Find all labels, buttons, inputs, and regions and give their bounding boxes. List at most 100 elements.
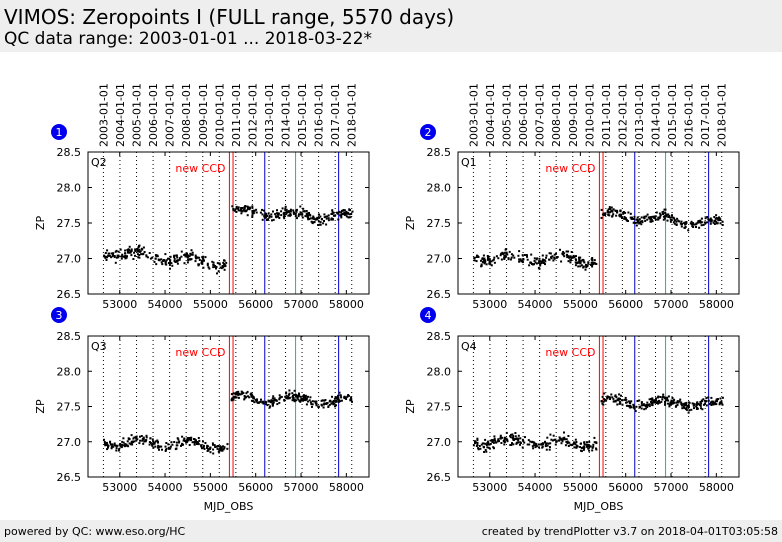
- data-point: [311, 400, 314, 403]
- data-point: [487, 446, 490, 449]
- data-point: [173, 254, 176, 257]
- data-point: [185, 254, 188, 257]
- data-point: [212, 263, 215, 266]
- data-point: [180, 250, 183, 253]
- panel-number: 1: [56, 126, 63, 139]
- data-point: [529, 261, 532, 264]
- data-point: [261, 213, 264, 216]
- data-point: [113, 442, 116, 445]
- data-point: [495, 441, 498, 444]
- data-point: [173, 257, 176, 260]
- data-point: [486, 258, 489, 261]
- data-point: [480, 263, 483, 266]
- data-point: [507, 258, 510, 261]
- data-point: [673, 219, 676, 222]
- panel-label: Q1: [461, 156, 477, 169]
- data-point: [152, 440, 155, 443]
- data-point: [699, 221, 702, 224]
- data-point: [183, 254, 186, 256]
- data-point: [293, 389, 296, 392]
- data-point: [698, 404, 701, 406]
- x-tick-label: 55000: [193, 481, 228, 494]
- data-point: [716, 217, 719, 220]
- data-point: [114, 261, 117, 264]
- data-point: [716, 400, 718, 403]
- data-point: [553, 256, 556, 259]
- data-point: [117, 254, 120, 257]
- data-point: [544, 441, 546, 444]
- data-point: [571, 256, 574, 259]
- data-point: [549, 252, 552, 255]
- new-ccd-annotation: new CCD: [175, 162, 225, 175]
- data-point: [484, 449, 487, 451]
- data-point: [700, 407, 702, 410]
- data-point: [209, 451, 212, 454]
- data-point: [119, 248, 122, 251]
- data-point: [567, 445, 570, 447]
- data-point: [505, 437, 508, 440]
- data-point: [586, 264, 589, 267]
- page-title: VIMOS: Zeropoints I (FULL range, 5570 da…: [4, 5, 455, 29]
- data-point: [651, 404, 654, 407]
- data-point: [301, 216, 304, 219]
- data-point: [271, 403, 274, 405]
- x-axis-label: MJD_OBS: [574, 500, 624, 513]
- data-point: [649, 218, 652, 221]
- data-point: [201, 257, 204, 260]
- data-point: [710, 396, 713, 399]
- data-point: [137, 256, 140, 259]
- data-point: [574, 443, 577, 446]
- data-point: [680, 220, 683, 223]
- data-point: [197, 263, 200, 266]
- data-point: [569, 255, 572, 258]
- data-point: [152, 442, 154, 445]
- data-point: [655, 397, 657, 400]
- data-point: [298, 400, 301, 402]
- data-point: [310, 403, 313, 406]
- data-point: [543, 262, 545, 264]
- data-point: [194, 256, 197, 259]
- data-point: [217, 450, 220, 453]
- data-point: [710, 404, 713, 406]
- data-point: [165, 259, 168, 262]
- data-point: [552, 259, 555, 262]
- data-point: [506, 253, 509, 256]
- data-point: [545, 254, 548, 257]
- data-point: [612, 213, 615, 216]
- data-point: [350, 213, 353, 215]
- data-point: [663, 208, 666, 211]
- data-point: [612, 400, 615, 403]
- y-tick-label: 28.0: [57, 182, 82, 195]
- y-tick-label: 26.5: [427, 288, 452, 301]
- data-point: [475, 260, 478, 263]
- y-tick-label: 28.5: [57, 330, 82, 343]
- data-point: [695, 226, 697, 228]
- data-point: [538, 443, 541, 446]
- data-point: [139, 439, 142, 442]
- data-point: [664, 400, 666, 403]
- x-tick-label: 56000: [608, 298, 643, 311]
- data-point: [167, 257, 169, 260]
- data-point: [582, 260, 585, 263]
- date-tick-label: 2012-01-01: [246, 83, 259, 147]
- data-point: [343, 397, 346, 400]
- data-point: [206, 444, 209, 447]
- date-tick-label: 2018-01-01: [346, 83, 359, 147]
- x-tick-label: 54000: [148, 298, 183, 311]
- data-point: [209, 446, 212, 449]
- data-point: [112, 253, 114, 256]
- data-point: [538, 267, 541, 270]
- data-point: [340, 396, 343, 399]
- data-point: [255, 400, 258, 403]
- data-point: [157, 444, 160, 447]
- y-axis-label: ZP: [404, 399, 417, 414]
- data-point: [489, 442, 492, 445]
- data-point: [548, 258, 551, 261]
- data-point: [560, 442, 563, 445]
- data-point: [503, 440, 506, 443]
- data-point: [715, 403, 718, 406]
- data-point: [216, 447, 219, 450]
- data-point: [167, 443, 170, 446]
- data-point: [173, 260, 176, 262]
- data-point: [486, 446, 489, 449]
